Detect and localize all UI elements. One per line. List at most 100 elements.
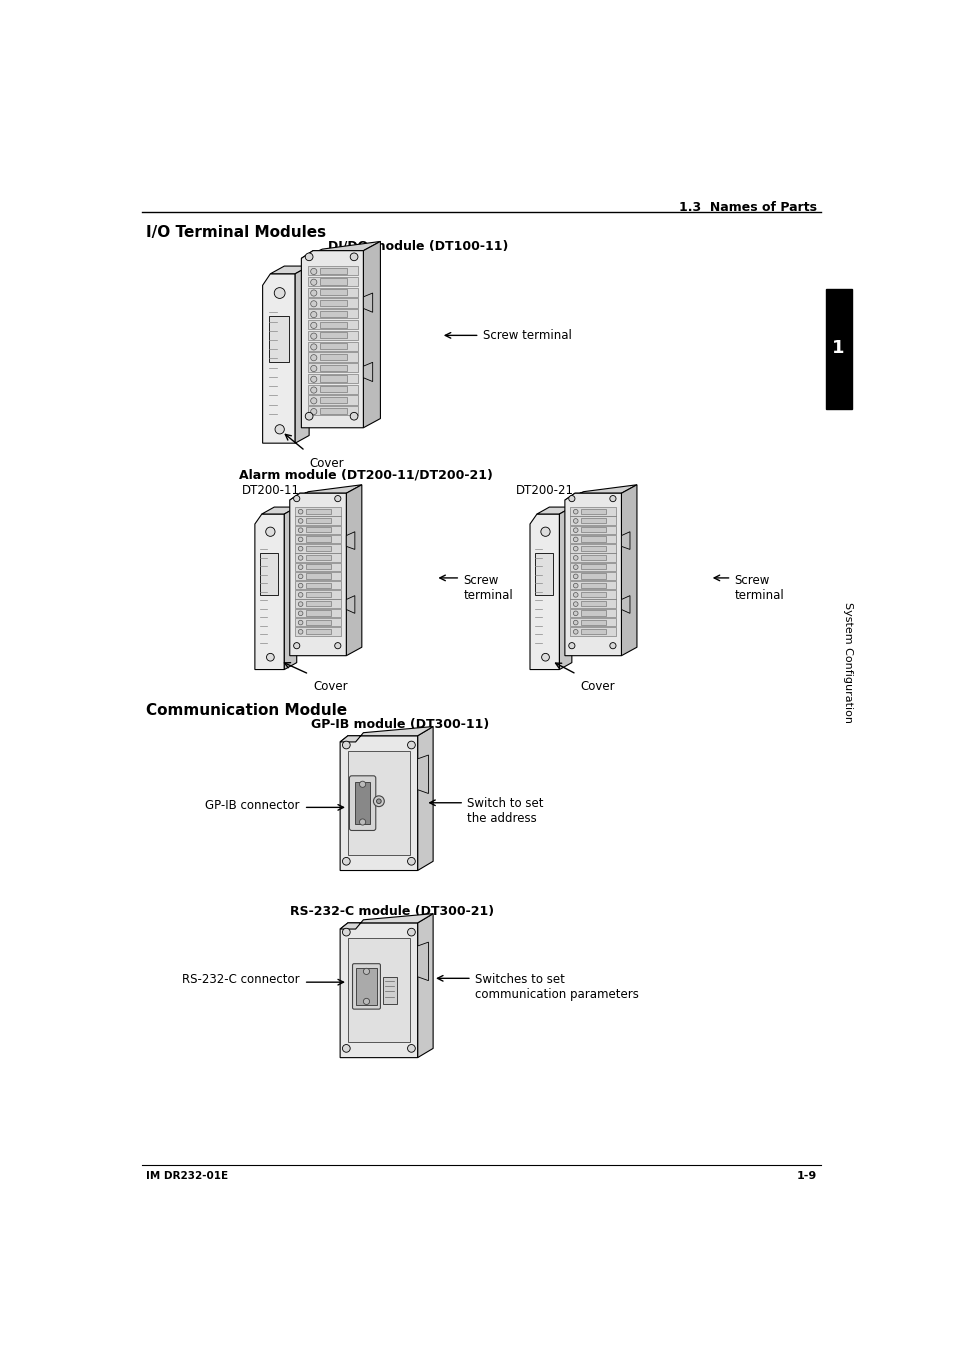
Circle shape — [311, 408, 316, 415]
Circle shape — [298, 620, 303, 626]
FancyBboxPatch shape — [570, 627, 616, 636]
FancyBboxPatch shape — [306, 592, 331, 597]
Circle shape — [298, 611, 303, 616]
Circle shape — [298, 528, 303, 532]
Circle shape — [609, 496, 616, 501]
FancyBboxPatch shape — [307, 396, 357, 405]
Polygon shape — [417, 755, 428, 793]
Circle shape — [298, 538, 303, 542]
Polygon shape — [254, 513, 284, 670]
Circle shape — [342, 742, 350, 748]
Circle shape — [274, 288, 285, 299]
FancyBboxPatch shape — [319, 354, 347, 359]
Circle shape — [568, 496, 575, 501]
FancyBboxPatch shape — [580, 555, 605, 561]
FancyBboxPatch shape — [570, 600, 616, 608]
FancyBboxPatch shape — [306, 536, 331, 542]
FancyBboxPatch shape — [580, 582, 605, 588]
FancyBboxPatch shape — [580, 628, 605, 634]
FancyBboxPatch shape — [570, 526, 616, 534]
FancyBboxPatch shape — [382, 977, 396, 1004]
Polygon shape — [290, 485, 361, 500]
Circle shape — [407, 742, 415, 748]
FancyBboxPatch shape — [294, 562, 340, 571]
FancyBboxPatch shape — [570, 544, 616, 553]
FancyBboxPatch shape — [307, 374, 357, 384]
Circle shape — [335, 643, 340, 648]
Circle shape — [573, 528, 578, 532]
Polygon shape — [363, 293, 373, 312]
FancyBboxPatch shape — [570, 609, 616, 617]
Polygon shape — [346, 485, 361, 655]
Text: DI/DO module (DT100-11): DI/DO module (DT100-11) — [328, 239, 508, 253]
Circle shape — [298, 565, 303, 570]
FancyBboxPatch shape — [580, 592, 605, 597]
Circle shape — [609, 643, 616, 648]
Circle shape — [311, 269, 316, 274]
FancyBboxPatch shape — [580, 601, 605, 607]
FancyBboxPatch shape — [294, 554, 340, 562]
FancyBboxPatch shape — [306, 546, 331, 551]
FancyBboxPatch shape — [580, 573, 605, 578]
FancyBboxPatch shape — [319, 408, 347, 413]
FancyBboxPatch shape — [580, 620, 605, 626]
FancyBboxPatch shape — [306, 601, 331, 607]
Polygon shape — [620, 485, 637, 655]
Circle shape — [298, 555, 303, 561]
Polygon shape — [340, 727, 433, 742]
Text: 1.3  Names of Parts: 1.3 Names of Parts — [678, 200, 816, 213]
Text: DT200-11: DT200-11 — [241, 484, 299, 497]
Circle shape — [311, 386, 316, 393]
Polygon shape — [301, 242, 380, 258]
Circle shape — [298, 584, 303, 588]
FancyBboxPatch shape — [307, 331, 357, 340]
Circle shape — [407, 858, 415, 865]
Circle shape — [335, 496, 340, 501]
Circle shape — [298, 593, 303, 597]
FancyBboxPatch shape — [319, 386, 347, 392]
Circle shape — [573, 574, 578, 578]
FancyBboxPatch shape — [294, 590, 340, 598]
Circle shape — [266, 654, 274, 661]
FancyBboxPatch shape — [570, 516, 616, 524]
FancyBboxPatch shape — [307, 363, 357, 373]
Polygon shape — [340, 913, 433, 929]
Circle shape — [311, 280, 316, 285]
FancyBboxPatch shape — [294, 571, 340, 580]
Circle shape — [376, 798, 381, 804]
Circle shape — [311, 290, 316, 296]
Circle shape — [342, 928, 350, 936]
Circle shape — [573, 611, 578, 616]
FancyBboxPatch shape — [306, 582, 331, 588]
Circle shape — [573, 601, 578, 607]
Circle shape — [311, 354, 316, 361]
Text: Communication Module: Communication Module — [146, 704, 347, 719]
Polygon shape — [284, 507, 296, 670]
Text: Switch to set
the address: Switch to set the address — [467, 797, 543, 825]
Circle shape — [311, 312, 316, 317]
Circle shape — [294, 643, 299, 648]
Circle shape — [311, 365, 316, 372]
Circle shape — [573, 584, 578, 588]
Circle shape — [305, 412, 313, 420]
Circle shape — [573, 538, 578, 542]
FancyBboxPatch shape — [570, 617, 616, 627]
Circle shape — [298, 519, 303, 523]
Circle shape — [541, 654, 549, 661]
Circle shape — [311, 334, 316, 339]
Polygon shape — [270, 266, 309, 274]
Circle shape — [311, 301, 316, 307]
Circle shape — [407, 1044, 415, 1052]
Polygon shape — [262, 274, 294, 443]
Polygon shape — [530, 513, 558, 670]
Circle shape — [568, 643, 575, 648]
FancyBboxPatch shape — [319, 365, 347, 370]
FancyBboxPatch shape — [306, 508, 331, 513]
FancyBboxPatch shape — [294, 627, 340, 636]
FancyBboxPatch shape — [294, 600, 340, 608]
Circle shape — [298, 509, 303, 513]
Circle shape — [298, 546, 303, 551]
FancyBboxPatch shape — [294, 617, 340, 627]
Text: 1-9: 1-9 — [796, 1171, 816, 1181]
FancyBboxPatch shape — [319, 397, 347, 403]
